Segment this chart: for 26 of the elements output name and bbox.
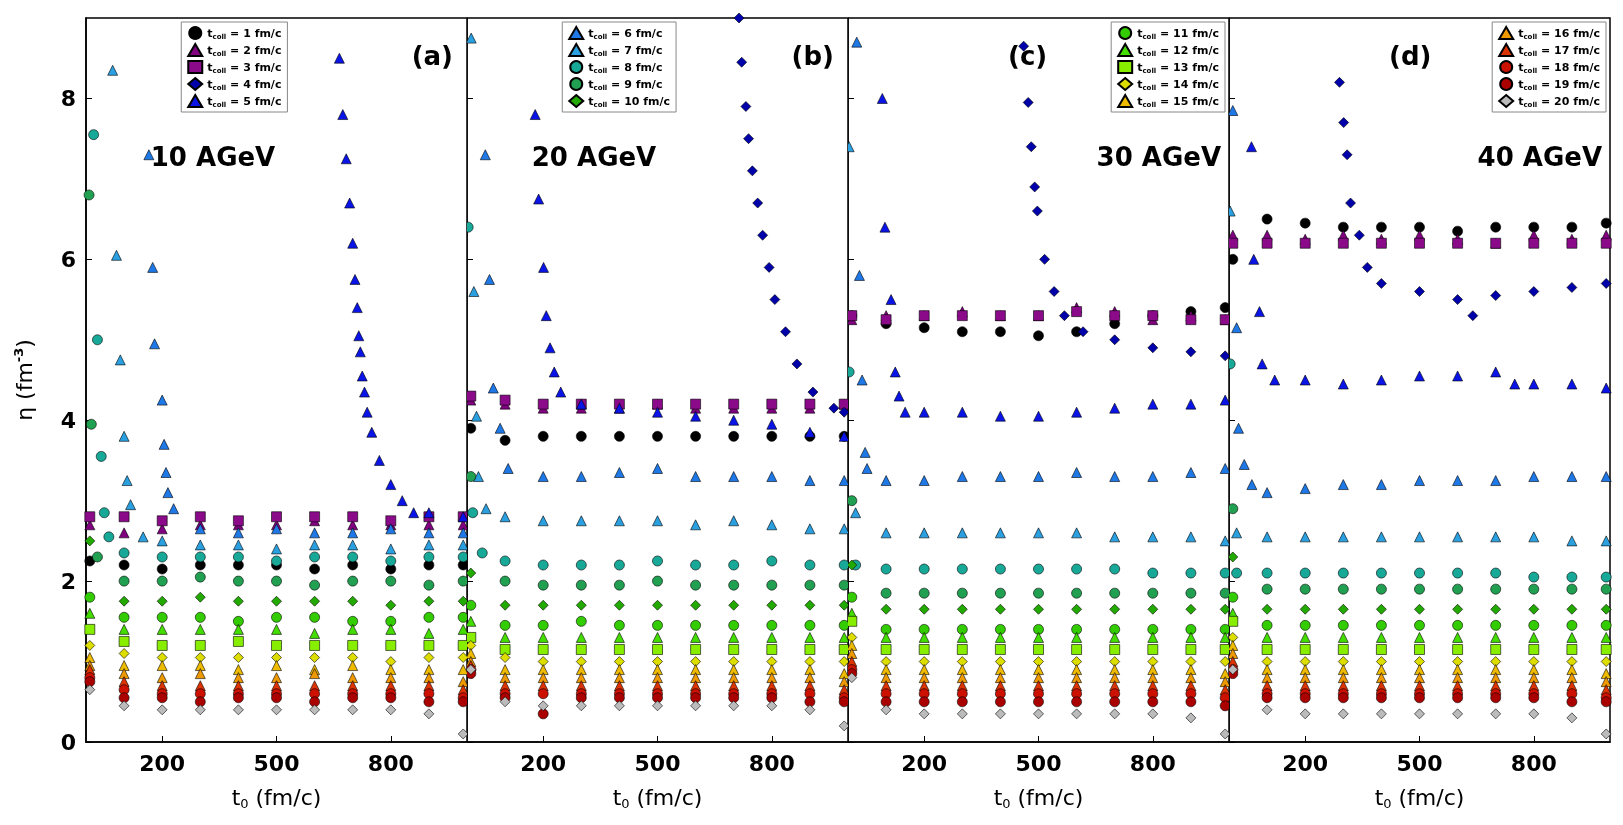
y-tick-label: 2 [60,568,76,594]
x-tick-label: 800 [367,750,414,776]
x-tick-label: 200 [520,750,567,776]
annotation: 30 AGeV [1096,142,1221,172]
x-tick-label: 800 [1129,750,1176,776]
x-tick-label: 500 [1396,750,1443,776]
y-tick-label: 4 [60,407,76,433]
x-tick-label: 200 [139,750,186,776]
annotation: 40 AGeV [1477,142,1602,172]
x-tick-label: 500 [1015,750,1062,776]
annotation: (c) [1008,41,1048,71]
x-tick-label: 200 [1282,750,1329,776]
x-tick-label: 200 [901,750,948,776]
x-tick-label: 800 [748,750,795,776]
y-tick-label: 8 [60,85,76,111]
annotation: 10 AGeV [150,142,276,172]
annotation: 20 AGeV [531,142,657,172]
x-tick-label: 800 [1510,750,1557,776]
annotation: (d) [1389,41,1432,71]
y-axis-title: η (fm-3) [10,339,38,421]
y-tick-label: 6 [60,246,76,272]
x-tick-label: 500 [634,750,681,776]
annotation: (b) [791,41,835,71]
y-tick-label: 0 [60,729,76,755]
x-tick-label: 500 [253,750,300,776]
annotation: (a) [411,41,453,71]
